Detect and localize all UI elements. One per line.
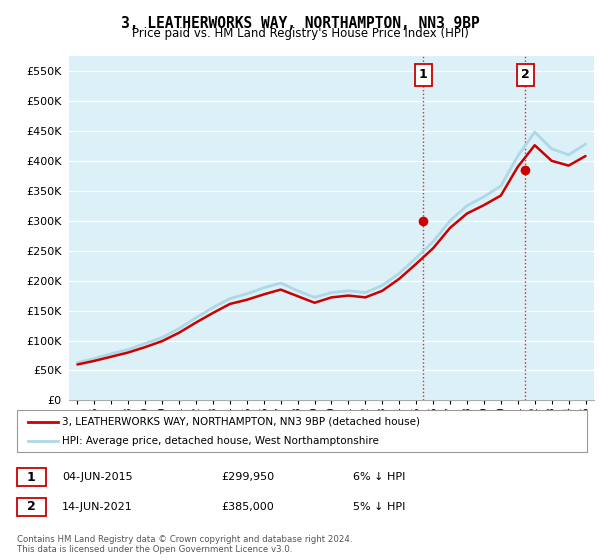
Text: 04-JUN-2015: 04-JUN-2015 <box>62 472 133 482</box>
Text: 1: 1 <box>27 470 35 484</box>
Text: 1: 1 <box>419 68 428 81</box>
Text: £299,950: £299,950 <box>221 472 274 482</box>
Text: HPI: Average price, detached house, West Northamptonshire: HPI: Average price, detached house, West… <box>62 436 379 446</box>
Text: £385,000: £385,000 <box>221 502 274 512</box>
Text: 6% ↓ HPI: 6% ↓ HPI <box>353 472 405 482</box>
Text: 3, LEATHERWORKS WAY, NORTHAMPTON, NN3 9BP: 3, LEATHERWORKS WAY, NORTHAMPTON, NN3 9B… <box>121 16 479 31</box>
Text: 5% ↓ HPI: 5% ↓ HPI <box>353 502 405 512</box>
Text: 2: 2 <box>521 68 530 81</box>
Text: 3, LEATHERWORKS WAY, NORTHAMPTON, NN3 9BP (detached house): 3, LEATHERWORKS WAY, NORTHAMPTON, NN3 9B… <box>62 417 420 427</box>
Text: Contains HM Land Registry data © Crown copyright and database right 2024.
This d: Contains HM Land Registry data © Crown c… <box>17 535 352 554</box>
Text: Price paid vs. HM Land Registry's House Price Index (HPI): Price paid vs. HM Land Registry's House … <box>131 27 469 40</box>
Text: 14-JUN-2021: 14-JUN-2021 <box>62 502 133 512</box>
Text: 2: 2 <box>27 500 35 514</box>
